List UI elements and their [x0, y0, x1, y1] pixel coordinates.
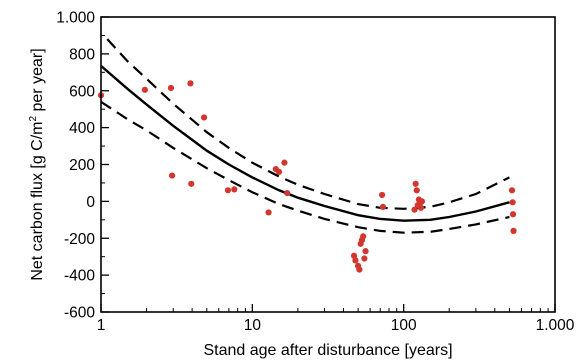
data-point [509, 199, 516, 206]
y-tick-label: 1.000 [56, 10, 95, 27]
data-point [362, 248, 369, 255]
data-point [411, 206, 418, 213]
data-points [97, 80, 517, 273]
data-point [281, 159, 288, 166]
y-axis-title: Net carbon flux [g C/m2 per year] [28, 48, 46, 280]
y-tick-label: 800 [69, 46, 95, 63]
x-tick-label: 1 [97, 317, 106, 334]
x-axis: 1 10 100 1.000 [97, 304, 575, 334]
data-point [412, 180, 419, 187]
fit-curves [100, 38, 510, 234]
data-point [284, 189, 291, 197]
fit-line [100, 64, 510, 222]
y-tick-label: 200 [69, 157, 95, 174]
y-axis: 1.000 800 600 400 200 0 -200 -400 -600 [56, 10, 109, 322]
confidence-lower-line [100, 100, 510, 234]
data-point [265, 209, 272, 216]
y-tick-label: 600 [69, 83, 95, 100]
data-point [188, 180, 195, 187]
data-point [231, 186, 238, 193]
data-point [379, 203, 387, 211]
y-tick-label: 0 [86, 194, 95, 211]
x-tick-label: 100 [391, 317, 417, 334]
data-point [417, 204, 425, 211]
y-tick-label: -600 [64, 305, 95, 322]
x-tick-label: 10 [244, 317, 262, 334]
plot-frame [100, 16, 556, 313]
data-point [378, 191, 386, 199]
data-point [167, 84, 175, 92]
data-point [509, 211, 517, 218]
y-axis-title-end: per year] [29, 48, 46, 116]
y-tick-label: 400 [69, 120, 95, 137]
data-point [168, 172, 176, 179]
data-point [224, 187, 232, 194]
data-point [187, 80, 194, 87]
data-point [352, 257, 359, 264]
y-tick-label: -200 [64, 231, 95, 248]
x-axis-title: Stand age after disturbance [years] [203, 342, 452, 359]
data-point [356, 266, 363, 273]
data-point [141, 86, 148, 93]
data-point [418, 198, 426, 205]
y-tick-label: -400 [64, 268, 95, 285]
y-axis-title-superscript: 2 [28, 115, 39, 121]
data-point [510, 227, 517, 234]
x-tick-label: 1.000 [536, 317, 575, 334]
data-point [360, 233, 367, 240]
data-point [508, 187, 516, 194]
data-point [200, 114, 208, 121]
data-point [413, 187, 420, 194]
y-axis-title-main: Net carbon flux [g C/m [29, 121, 46, 280]
confidence-upper-line [106, 38, 510, 210]
data-point [361, 255, 368, 262]
data-point [275, 168, 283, 175]
